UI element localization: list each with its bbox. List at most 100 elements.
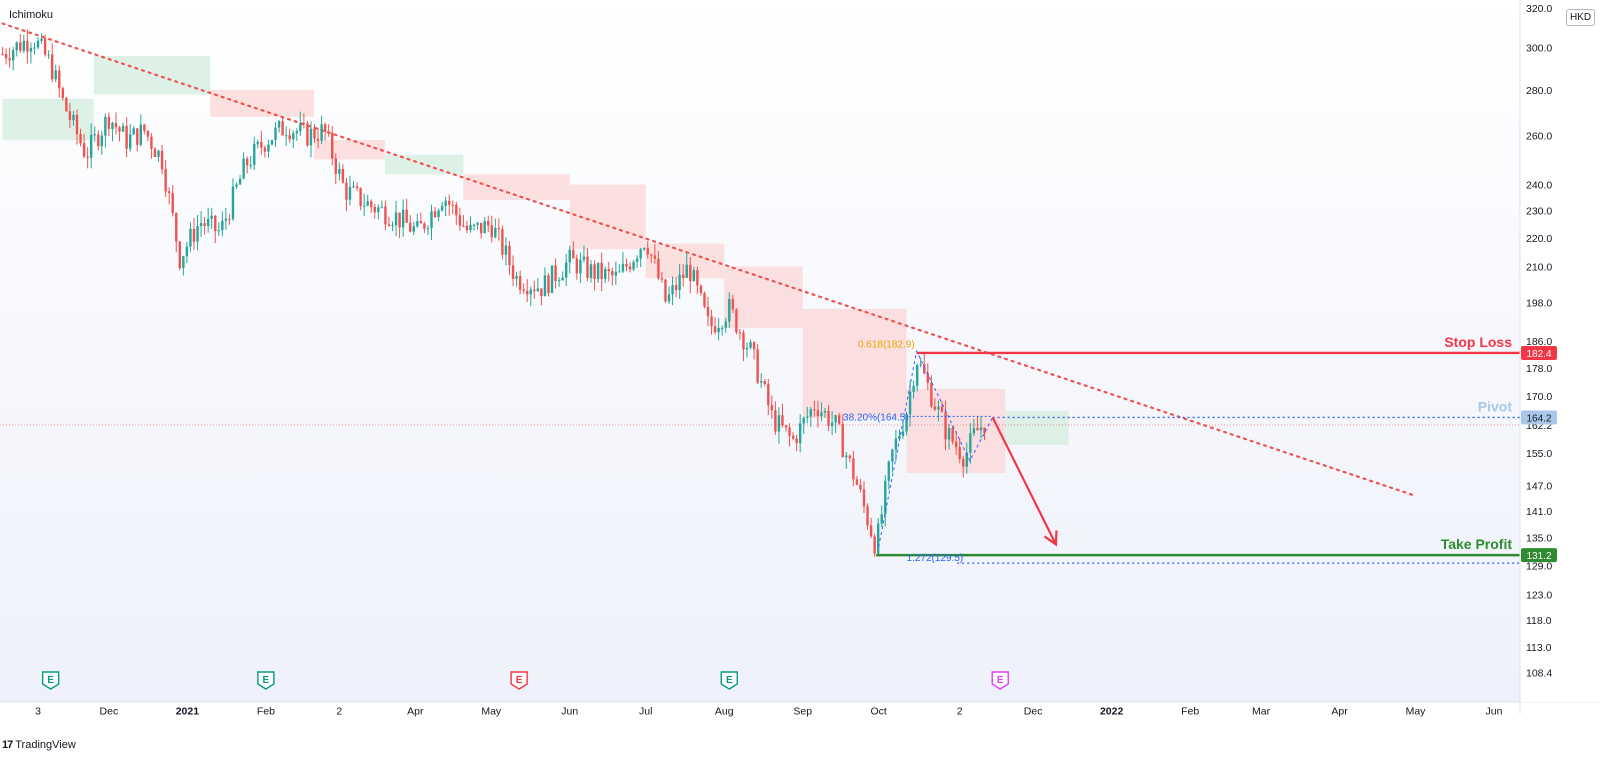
time-tick-label: 2021	[176, 705, 200, 717]
candle-body	[167, 191, 171, 193]
candle-body	[487, 221, 490, 226]
price-tick-label: 170.0	[1526, 391, 1552, 403]
price-tick-label: 155.0	[1526, 448, 1552, 460]
candle-body	[511, 265, 515, 279]
earnings-marker-label: E	[726, 675, 733, 686]
level-price-badge	[1521, 410, 1557, 425]
candle-body	[845, 455, 848, 458]
price-tick-label: 280.0	[1526, 85, 1552, 97]
candle-body	[657, 258, 660, 279]
candle-body	[440, 205, 444, 211]
candle-body	[937, 406, 940, 410]
candle-body	[327, 131, 330, 133]
candle-body	[770, 405, 774, 411]
level-label: Pivot	[1478, 398, 1513, 414]
candle-body	[419, 221, 423, 224]
candle-body	[944, 411, 947, 440]
candle-body	[58, 70, 61, 89]
candle-body	[196, 225, 199, 242]
candle-body	[820, 412, 823, 417]
candle-body	[217, 230, 220, 232]
candle-body	[171, 192, 174, 214]
candle-body	[667, 294, 671, 302]
candle-body	[192, 228, 196, 242]
candle-body	[199, 222, 203, 226]
time-tick-label: Jun	[1486, 705, 1503, 717]
candle-body	[118, 127, 121, 132]
candle-body	[915, 365, 919, 386]
candle-body	[614, 271, 618, 276]
candle-body	[752, 342, 756, 350]
candle-body	[72, 114, 75, 121]
earnings-marker-icon	[41, 671, 60, 690]
candle-body	[245, 158, 249, 166]
candle-body	[795, 438, 798, 444]
candle-body	[82, 143, 86, 157]
time-tick-label: Aug	[715, 705, 734, 717]
candle-body	[586, 256, 589, 278]
price-tick-label: 178.0	[1526, 363, 1552, 375]
candle-body	[589, 264, 593, 278]
candle-body	[745, 347, 749, 350]
candle-body	[635, 258, 639, 262]
candle-body	[816, 410, 820, 417]
level-price-text: 164.2	[1526, 413, 1551, 424]
candle-body	[735, 309, 738, 333]
candle-body	[848, 455, 852, 459]
candle-body	[93, 134, 96, 136]
candle-body	[728, 299, 731, 322]
candle-body	[972, 428, 976, 434]
candle-body	[837, 415, 841, 424]
time-tick-label: Mar	[1252, 705, 1271, 717]
candle-body	[565, 262, 568, 278]
candle-body	[146, 130, 150, 137]
candle-body	[299, 123, 302, 132]
candle-body	[253, 144, 256, 165]
candle-body	[515, 276, 518, 279]
candle-body	[338, 168, 341, 174]
candle-body	[561, 277, 564, 281]
candle-body	[646, 248, 649, 255]
candle-body	[724, 321, 727, 328]
earnings-marker-label: E	[997, 675, 1004, 686]
candle-body	[1, 53, 4, 55]
candle-body	[958, 447, 961, 460]
candle-body	[841, 423, 844, 458]
tradingview-brand[interactable]: 17 TradingView	[2, 736, 76, 754]
candle-body	[625, 263, 628, 267]
candle-body	[518, 276, 522, 290]
candle-body	[618, 271, 621, 273]
indicator-label[interactable]: Ichimoku	[9, 9, 54, 21]
candle-body	[462, 225, 465, 227]
candle-body	[529, 289, 532, 295]
candles-group	[1, 29, 986, 557]
price-tick-label: 210.0	[1526, 261, 1552, 273]
time-axis[interactable]: 3 Dec 2021 Feb 2 Apr May Jun Jul Aug Sep Oct 2 Dec 202…	[35, 705, 1503, 717]
candle-body	[664, 279, 667, 302]
candle-body	[373, 206, 376, 213]
candle-body	[554, 265, 557, 281]
candle-body	[111, 122, 114, 130]
candle-body	[26, 40, 29, 52]
fib-swing-path	[878, 349, 994, 547]
candle-body	[742, 332, 745, 350]
candle-body	[798, 423, 802, 444]
price-axis[interactable]: 320.0 300.0 280.0 260.0 240.0 230.0 220.0 210.0…	[1521, 0, 1600, 702]
candle-body	[377, 207, 380, 213]
candle-body	[401, 209, 405, 228]
candle-body	[423, 223, 426, 229]
plot-area[interactable]	[0, 0, 1520, 702]
candle-body	[136, 128, 139, 145]
candle-body	[756, 349, 759, 383]
currency-badge[interactable]: HKD	[1566, 9, 1595, 26]
candle-body	[954, 441, 958, 448]
candle-body	[341, 168, 345, 183]
candle-body	[806, 416, 809, 418]
candle-body	[121, 125, 125, 132]
candle-body	[873, 536, 876, 554]
candle-body	[575, 258, 579, 274]
candle-body	[224, 218, 228, 221]
candle-body	[660, 278, 664, 280]
